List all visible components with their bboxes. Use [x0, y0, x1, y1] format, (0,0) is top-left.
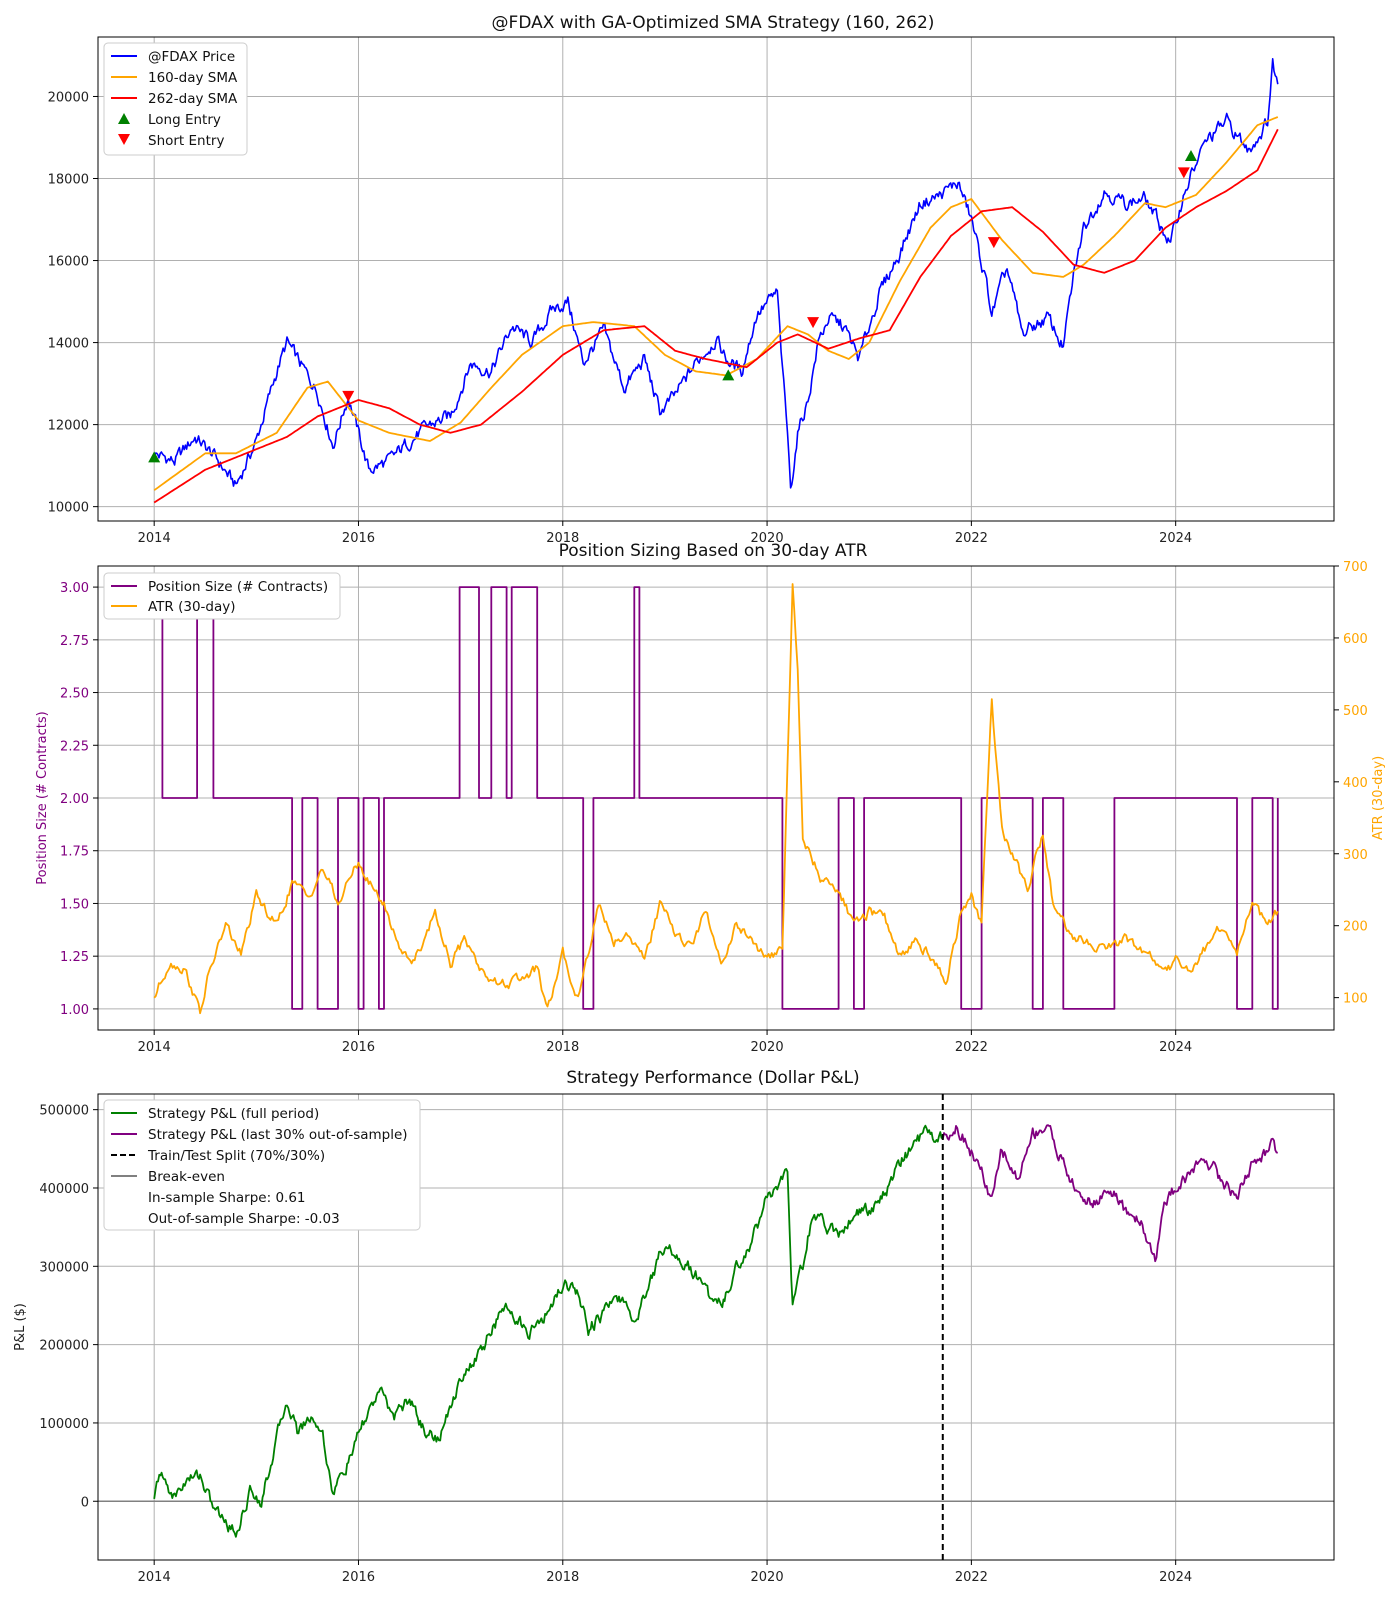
position-sizing-legend: Position Size (# Contracts) ATR (30-day): [103, 572, 341, 620]
legend-marker-short-entry: [118, 134, 130, 145]
x-tick-label: 2018: [546, 531, 579, 546]
y2-tick-label: 600: [1343, 632, 1368, 647]
series-line-fdax-price: [153, 58, 1279, 489]
series-line-160-day-sma: [153, 116, 1279, 491]
series-line-262-day-sma: [153, 128, 1279, 504]
y2-tick-label: 300: [1343, 848, 1368, 863]
y2-tick-label: 400: [1343, 776, 1368, 791]
price-chart-frame: [97, 36, 1335, 522]
x-tick-label: 2022: [955, 531, 988, 546]
series-line-strategy-p-l-last-30-out-of-sample: [941, 1124, 1278, 1263]
y-tick-label: 10000: [48, 501, 89, 516]
pnl-axis-label: P&L ($): [13, 1303, 28, 1351]
x-tick-label: 2014: [138, 531, 171, 546]
y-tick-label: 400000: [39, 1182, 89, 1197]
x-tick-label: 2016: [342, 1570, 375, 1585]
series-line-atr-30-day: [153, 583, 1279, 1015]
legend-label-atr: ATR (30-day): [148, 599, 236, 615]
pnl-panel: Strategy Performance (Dollar P&L) 2014 20…: [13, 1068, 1335, 1585]
x-tick-label: 2020: [751, 1040, 784, 1055]
y-tick-label: 16000: [48, 255, 89, 270]
x-tick-label: 2018: [546, 1040, 579, 1055]
short-entry-marker: [987, 237, 1000, 249]
x-tick-label: 2022: [955, 1040, 988, 1055]
legend-box: [103, 42, 248, 156]
y-tick-label: 2.25: [60, 739, 89, 754]
x-tick-label: 2022: [955, 1570, 988, 1585]
position-sizing-panel: Position Sizing Based on 30-day ATR 2014…: [35, 541, 1386, 1055]
legend-label-full-period: Strategy P&L (full period): [148, 1106, 319, 1122]
long-entry-marker: [148, 451, 161, 463]
y-tick-label: 2.75: [60, 634, 89, 649]
legend-label-split: Train/Test Split (70%/30%): [147, 1148, 325, 1164]
y-tick-label: 2.00: [60, 792, 89, 807]
price-chart-legend: @FDAX Price 160-day SMA 262-day SMA Long…: [103, 42, 248, 156]
legend-box: [103, 1099, 421, 1231]
price-chart-panel: @FDAX with GA-Optimized SMA Strategy (16…: [48, 13, 1335, 546]
x-tick-label: 2014: [138, 1570, 171, 1585]
y2-tick-label: 200: [1343, 920, 1368, 935]
long-entry-marker: [722, 369, 735, 381]
x-tick-label: 2018: [546, 1570, 579, 1585]
series-line-position-size-contracts: [154, 586, 1279, 1010]
y-tick-label: 12000: [48, 419, 89, 434]
y2-tick-label: 100: [1343, 992, 1368, 1007]
legend-in-sample-sharpe: In-sample Sharpe: 0.61: [148, 1190, 306, 1206]
y-tick-label: 14000: [48, 337, 89, 352]
y-tick-label: 1.75: [60, 845, 89, 860]
legend-label-short-entry: Short Entry: [148, 133, 224, 149]
legend-marker-long-entry: [118, 113, 130, 124]
legend-label-long-entry: Long Entry: [148, 112, 221, 128]
y-tick-label: 2.50: [60, 687, 89, 702]
x-tick-label: 2020: [751, 1570, 784, 1585]
short-entry-marker: [342, 390, 355, 402]
y-tick-label: 300000: [39, 1260, 89, 1275]
y-tick-label: 1.00: [60, 1003, 89, 1018]
y-tick-label: 1.50: [60, 897, 89, 912]
x-tick-label: 2014: [138, 1040, 171, 1055]
legend-label-sma-160: 160-day SMA: [148, 70, 238, 86]
y-tick-label: 1.25: [60, 950, 89, 965]
x-tick-label: 2024: [1159, 531, 1192, 546]
y-tick-label: 3.00: [60, 581, 89, 596]
legend-label-sma-262: 262-day SMA: [148, 91, 238, 107]
y-tick-label: 18000: [48, 173, 89, 188]
x-tick-label: 2016: [342, 531, 375, 546]
atr-axis-label: ATR (30-day): [1371, 756, 1386, 840]
y-tick-label: 500000: [39, 1104, 89, 1119]
legend-out-of-sample-sharpe: Out-of-sample Sharpe: -0.03: [148, 1211, 340, 1227]
pnl-legend: Strategy P&L (full period) Strategy P&L …: [103, 1099, 421, 1231]
legend-label-position-size: Position Size (# Contracts): [148, 579, 328, 595]
pnl-chart-frame: [97, 1093, 1335, 1561]
y-tick-label: 200000: [39, 1339, 89, 1354]
y-tick-label: 20000: [48, 90, 89, 105]
x-tick-label: 2016: [342, 1040, 375, 1055]
legend-label-price: @FDAX Price: [148, 49, 235, 65]
legend-label-out-of-sample: Strategy P&L (last 30% out-of-sample): [148, 1127, 408, 1143]
series-line-strategy-p-l-full-period: [153, 1124, 944, 1538]
x-tick-label: 2024: [1159, 1040, 1192, 1055]
y-tick-label: 0: [81, 1495, 89, 1510]
position-sizing-frame: [97, 565, 1335, 1031]
long-entry-marker: [1184, 149, 1197, 161]
position-sizing-title: Position Sizing Based on 30-day ATR: [559, 541, 868, 561]
y-tick-label: 100000: [39, 1417, 89, 1432]
pnl-chart-title: Strategy Performance (Dollar P&L): [566, 1068, 859, 1088]
price-chart-title: @FDAX with GA-Optimized SMA Strategy (16…: [492, 13, 935, 33]
x-tick-label: 2024: [1159, 1570, 1192, 1585]
y2-tick-label: 500: [1343, 704, 1368, 719]
x-tick-label: 2020: [751, 531, 784, 546]
position-size-axis-label: Position Size (# Contracts): [35, 711, 50, 884]
short-entry-marker: [1177, 167, 1190, 179]
legend-box: [103, 572, 341, 620]
y2-tick-label: 700: [1343, 560, 1368, 575]
short-entry-marker: [807, 317, 820, 329]
legend-label-breakeven: Break-even: [148, 1169, 225, 1185]
